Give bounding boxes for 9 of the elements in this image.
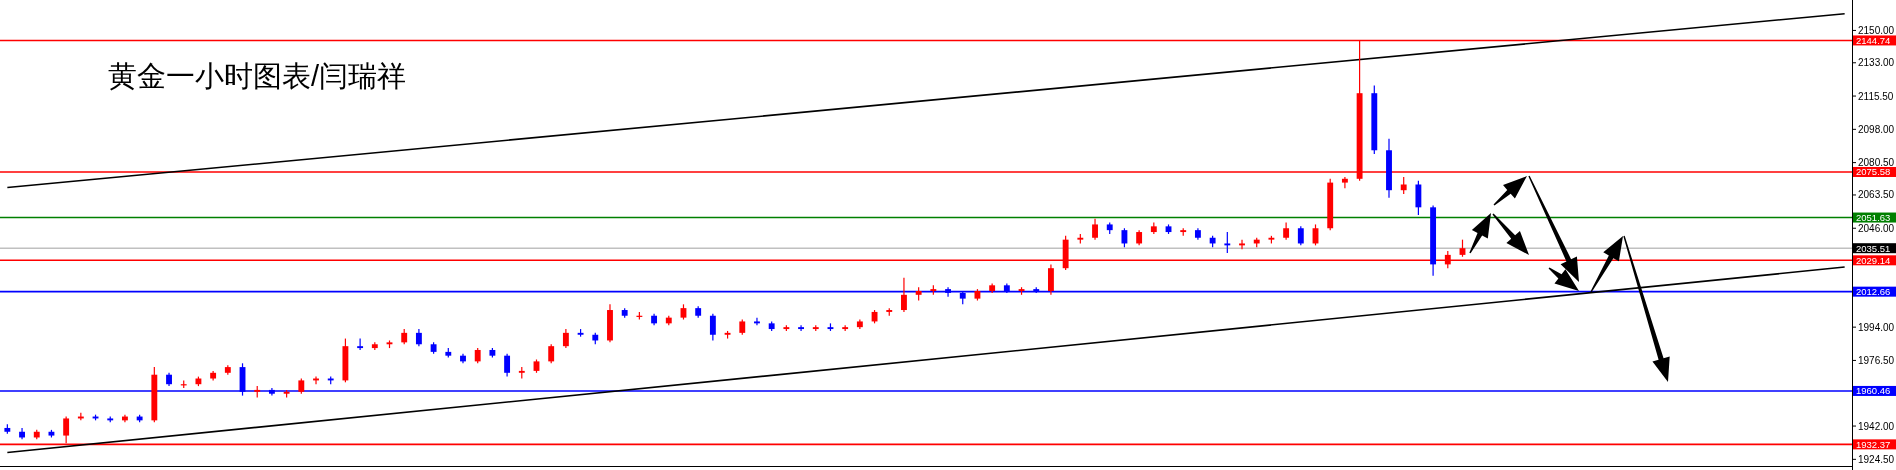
- ref-line-label: 2012.66: [1856, 286, 1891, 298]
- ref-line-label: 1932.37: [1856, 438, 1891, 450]
- ref-line-label: 1960.46: [1856, 385, 1891, 397]
- ref-line-label: 2035.51: [1856, 242, 1891, 254]
- ref-line-label: 2029.14: [1856, 254, 1891, 266]
- ref-line-label: 2051.63: [1856, 212, 1891, 224]
- ref-line-label: 2075.58: [1856, 166, 1891, 178]
- title: 黄金一小时图表/闫瑞祥: [108, 60, 407, 92]
- ref-line-label: 2144.74: [1856, 34, 1891, 46]
